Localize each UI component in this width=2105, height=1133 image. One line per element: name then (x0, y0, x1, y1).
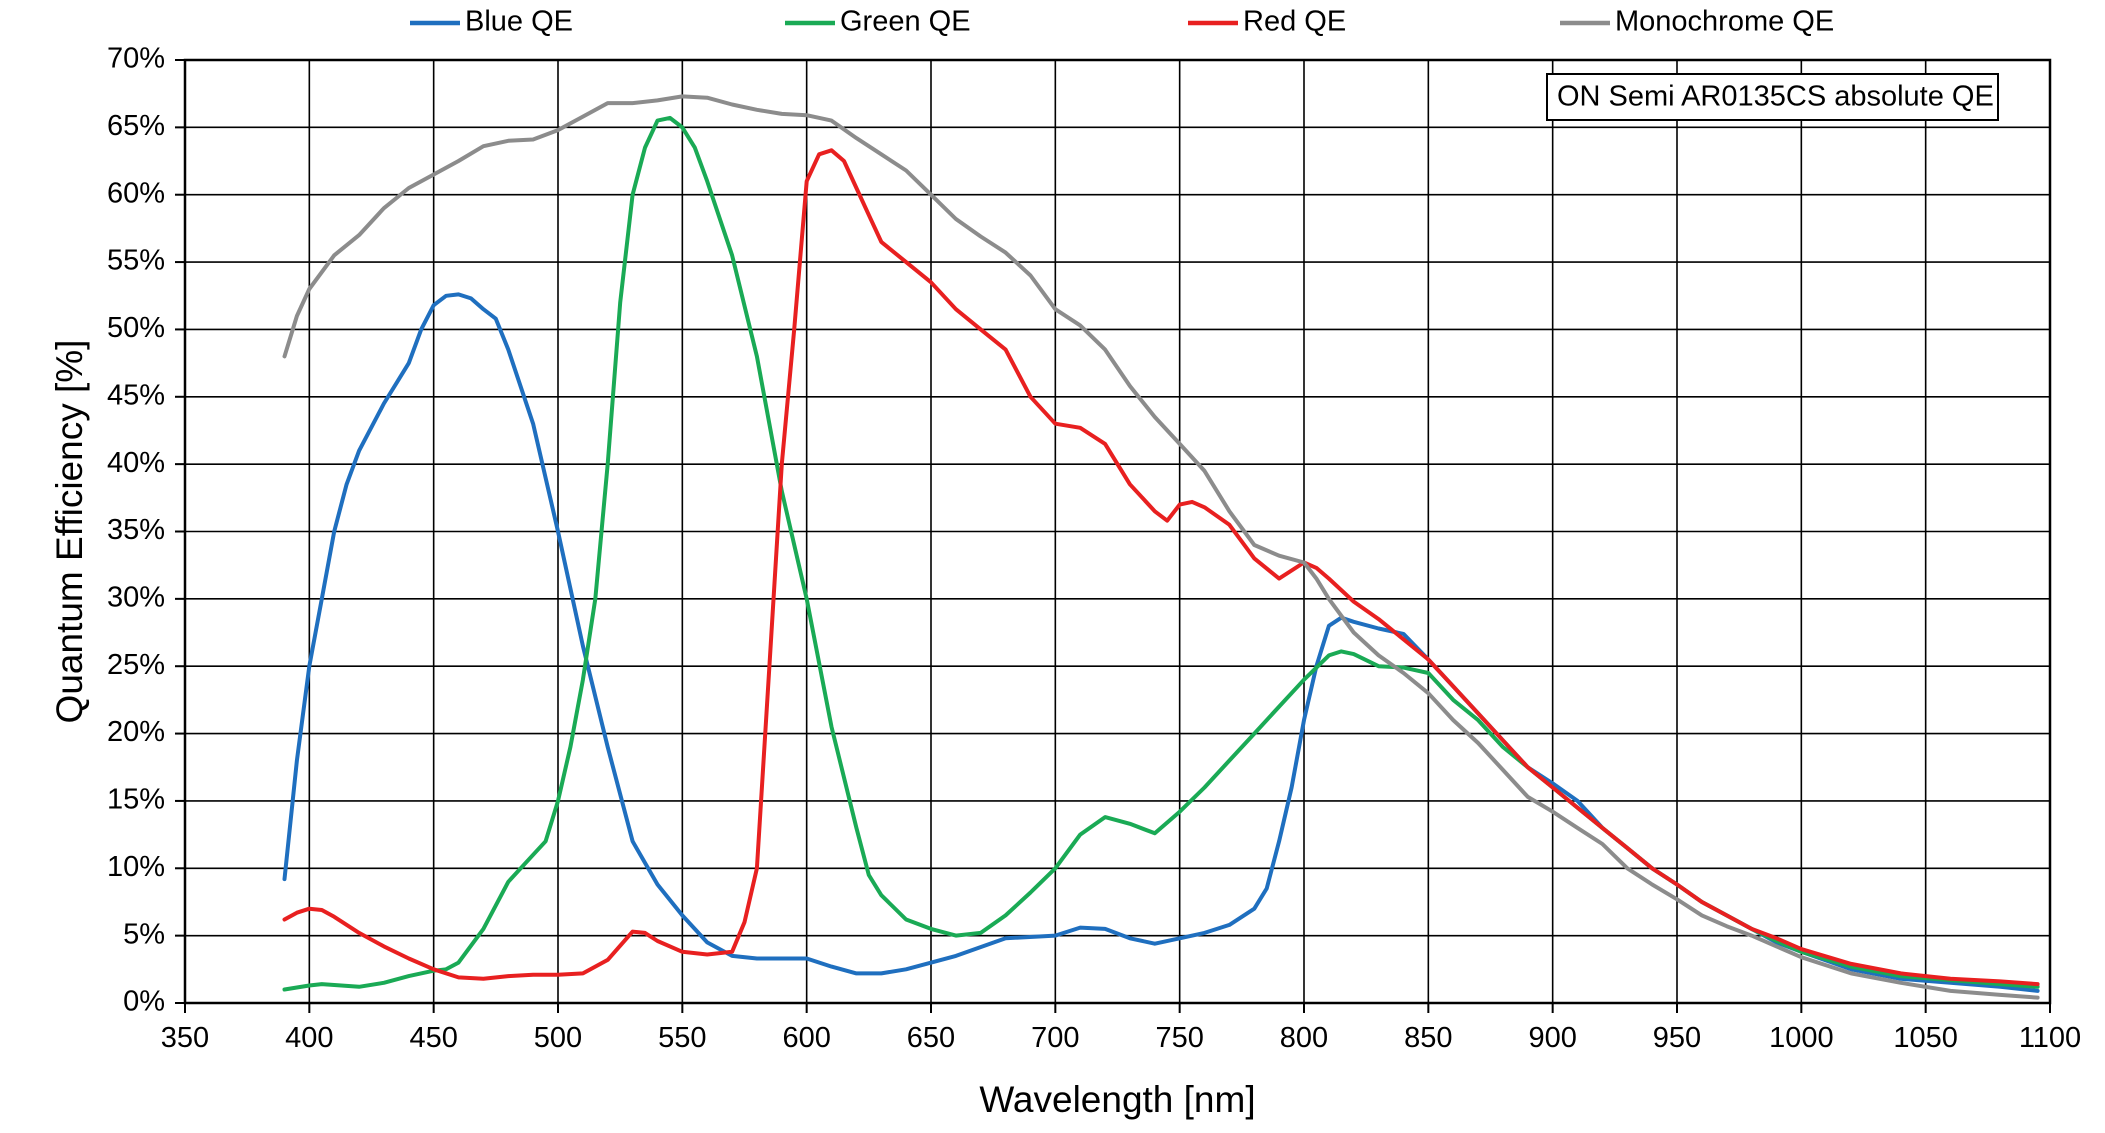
x-tick-label: 500 (534, 1022, 582, 1054)
x-axis-title: Wavelength [nm] (979, 1079, 1255, 1120)
legend-label-blue-qe: Blue QE (465, 6, 573, 38)
annotation-text: ON Semi AR0135CS absolute QE (1557, 81, 1994, 113)
series-line-monochrome-qe (282, 94, 2040, 1000)
x-tick-label: 550 (658, 1022, 706, 1054)
y-tick-label: 5% (123, 918, 165, 950)
legend-label-green-qe: Green QE (840, 6, 971, 38)
y-tick-label: 60% (107, 177, 165, 209)
y-tick-label: 25% (107, 649, 165, 681)
y-tick-label: 70% (107, 43, 165, 75)
y-tick-label: 45% (107, 379, 165, 411)
y-tick-label: 15% (107, 784, 165, 816)
y-tick-label: 35% (107, 514, 165, 546)
x-tick-label: 800 (1280, 1022, 1328, 1054)
annotation-frame (1546, 73, 1999, 121)
plot-area (282, 94, 2040, 1000)
annotation-box: ON Semi AR0135CS absolute QE (1546, 73, 1999, 121)
axes: 350 400 450 500 550 600 650 700 750 800 850 900 950 1… (107, 43, 2081, 1054)
legend-label-red-qe: Red QE (1243, 6, 1346, 38)
x-tick-label: 1050 (1893, 1022, 1958, 1054)
x-tick-label: 450 (409, 1022, 457, 1054)
x-tick-label: 850 (1404, 1022, 1452, 1054)
x-tick-label: 700 (1031, 1022, 1079, 1054)
plot-frame (183, 58, 2052, 1005)
x-tick-label: 900 (1528, 1022, 1576, 1054)
x-tick-label: 750 (1155, 1022, 1203, 1054)
x-tick-label: 1000 (1769, 1022, 1834, 1054)
x-tick-label: 950 (1653, 1022, 1701, 1054)
x-tick-label: 350 (161, 1022, 209, 1054)
legend-label-monochrome-qe: Monochrome QE (1615, 6, 1834, 38)
y-tick-label: 40% (107, 447, 165, 479)
y-tick-label: 50% (107, 312, 165, 344)
x-tick-label: 1100 (2019, 1022, 2081, 1054)
y-tick-label: 10% (107, 851, 165, 883)
grid (184, 59, 2051, 1004)
series-line-red-qe (282, 148, 2040, 987)
x-tick-label: 650 (907, 1022, 955, 1054)
y-tick-label: 20% (107, 716, 165, 748)
y-tick-label: 55% (107, 245, 165, 277)
y-tick-label: 30% (107, 582, 165, 614)
legend: Blue QE Green QE Red QE Monochrome QE (410, 6, 1834, 38)
x-tick-label: 600 (782, 1022, 830, 1054)
x-tick-label: 400 (285, 1022, 333, 1054)
y-axis-title: Quantum Efficiency [%] (49, 340, 90, 724)
y-tick-label: 65% (107, 110, 165, 142)
y-tick-label: 0% (123, 986, 165, 1018)
